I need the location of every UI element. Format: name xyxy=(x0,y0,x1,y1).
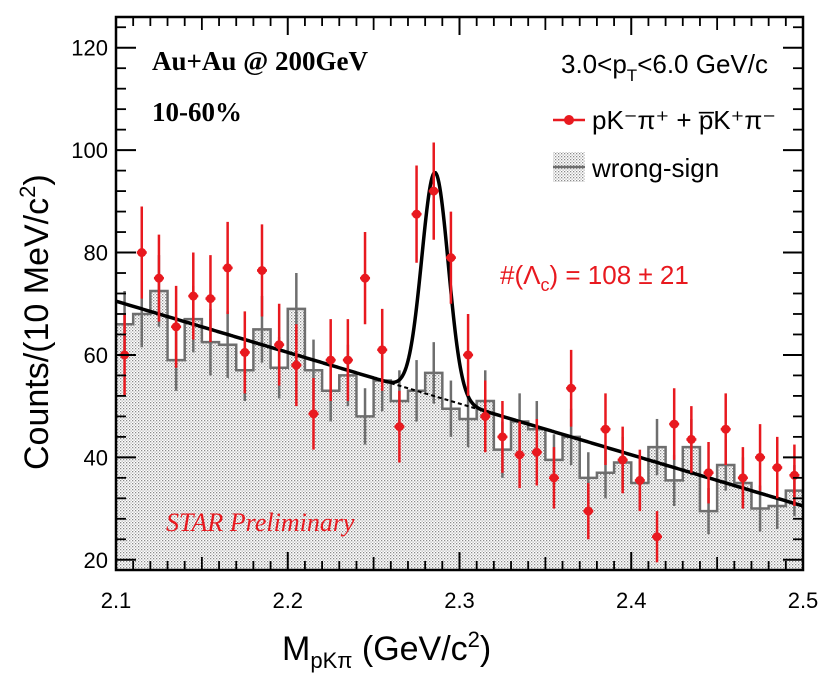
data-point xyxy=(377,345,387,355)
data-point xyxy=(686,434,696,444)
data-point xyxy=(721,424,731,434)
pt-range-label: 3.0<pT<6.0 GeV/c xyxy=(561,49,768,85)
centrality-label: 10-60% xyxy=(152,97,242,127)
y-tick-label: 60 xyxy=(84,343,108,368)
y-tick-label: 120 xyxy=(71,36,108,61)
x-tick-label: 2.1 xyxy=(101,588,132,613)
data-point xyxy=(343,355,353,365)
data-point xyxy=(652,532,662,542)
star-preliminary-label: STAR Preliminary xyxy=(166,508,355,537)
data-point xyxy=(154,273,164,283)
data-point xyxy=(446,253,456,263)
x-tick-label: 2.2 xyxy=(272,588,303,613)
data-point xyxy=(600,424,610,434)
data-point xyxy=(463,350,473,360)
x-tick-label: 2.5 xyxy=(788,588,819,613)
fit-curve xyxy=(115,170,804,508)
y-axis-title: Counts/(10 MeV/c2) xyxy=(15,174,56,470)
y-tick-label: 20 xyxy=(84,548,108,573)
legend-signal-label: pK⁻π⁺ + p̅K⁺π⁻ xyxy=(592,105,776,135)
y-tick-label: 100 xyxy=(71,138,108,163)
wrong-sign-histogram-layer xyxy=(116,289,803,513)
data-point xyxy=(704,468,714,478)
y-tick-label: 80 xyxy=(84,241,108,266)
data-point xyxy=(532,447,542,457)
data-point xyxy=(309,409,319,419)
data-point xyxy=(755,452,765,462)
data-point xyxy=(772,463,782,473)
data-point xyxy=(497,432,507,442)
data-point xyxy=(326,355,336,365)
data-point xyxy=(394,422,404,432)
data-point xyxy=(412,209,422,219)
data-point xyxy=(566,383,576,393)
background-dashed-line xyxy=(390,382,495,415)
data-point xyxy=(738,473,748,483)
data-point xyxy=(205,294,215,304)
data-point xyxy=(635,475,645,485)
data-point xyxy=(223,263,233,273)
plot-frame xyxy=(114,15,805,572)
data-point xyxy=(429,186,439,196)
legend-signal-marker xyxy=(553,115,585,125)
legend-wrong-sign-label: wrong-sign xyxy=(591,153,719,183)
data-point xyxy=(188,291,198,301)
signal-yield-label: #(Λc) = 108 ± 21 xyxy=(500,260,689,295)
data-point xyxy=(618,455,628,465)
axis-layer: 2.1 2.2 2.3 2.4 2.5 20 40 60 80 100 120 xyxy=(71,17,818,613)
x-axis-title: MpKπ (GeV/c2) xyxy=(282,627,491,673)
x-tick-label: 2.4 xyxy=(616,588,647,613)
data-point xyxy=(240,347,250,357)
y-tick-label: 40 xyxy=(84,445,108,470)
wrong-sign-histogram xyxy=(116,289,803,513)
data-point xyxy=(291,360,301,370)
x-tick-label: 2.3 xyxy=(444,588,475,613)
data-point xyxy=(669,419,679,429)
data-point xyxy=(257,265,267,275)
legend-wrong-sign-swatch xyxy=(553,152,585,182)
collision-system-label: Au+Au @ 200GeV xyxy=(152,46,369,76)
data-point xyxy=(137,248,147,258)
data-point xyxy=(583,506,593,516)
data-point xyxy=(480,411,490,421)
data-point xyxy=(515,450,525,460)
data-point xyxy=(171,322,181,332)
data-point xyxy=(274,340,284,350)
fit-layer xyxy=(115,170,804,508)
legend: pK⁻π⁺ + p̅K⁺π⁻ wrong-sign xyxy=(553,105,776,183)
data-point xyxy=(549,473,559,483)
data-point xyxy=(360,273,370,283)
right-sign-points-layer xyxy=(119,142,800,563)
